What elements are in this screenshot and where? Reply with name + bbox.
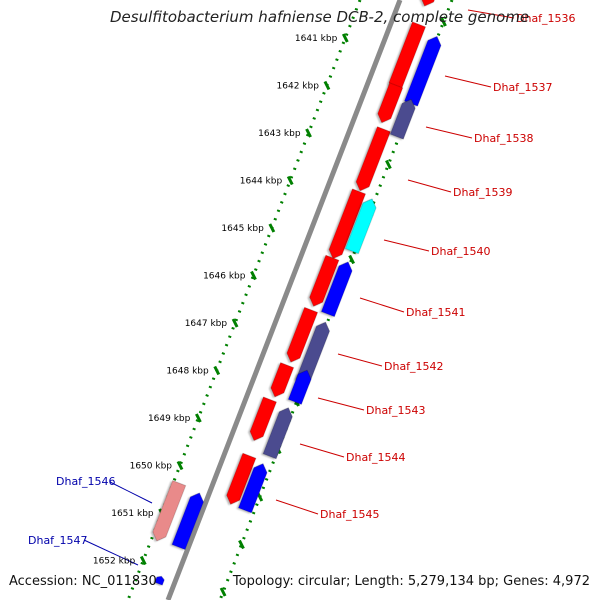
tick-mark bbox=[305, 128, 312, 138]
genome-backbone bbox=[165, 0, 403, 600]
gene-labels: Dhaf_1536 Dhaf_1537 Dhaf_1538 Dhaf_1539 Dhaf… bbox=[28, 12, 576, 547]
tick-mark bbox=[176, 460, 184, 471]
tick-label: 1652 kbp bbox=[93, 557, 136, 567]
gene-label[interactable]: Dhaf_1540 bbox=[431, 245, 491, 258]
label-leader bbox=[467, 9, 515, 19]
forward-cds-arrow[interactable] bbox=[354, 126, 391, 194]
feature-track bbox=[150, 0, 443, 586]
label-leader bbox=[109, 481, 153, 504]
tick-label: 1646 kbp bbox=[203, 272, 246, 282]
tick-mark bbox=[268, 223, 276, 233]
tick-mark bbox=[213, 365, 221, 376]
reverse-cds-arrow[interactable] bbox=[389, 97, 417, 140]
reverse-cds-arrow[interactable] bbox=[320, 259, 354, 318]
tick-label: 1641 kbp bbox=[295, 34, 338, 44]
gene-label[interactable]: Dhaf_1539 bbox=[453, 186, 513, 199]
accession-text: Accession: NC_011830 bbox=[9, 574, 157, 589]
tick-mark bbox=[238, 539, 245, 550]
label-leader bbox=[337, 353, 383, 367]
tick-mark bbox=[195, 413, 202, 423]
tick-mark bbox=[250, 270, 257, 281]
tick-label: 1647 kbp bbox=[185, 319, 228, 329]
tick-mark bbox=[385, 159, 392, 170]
tick-label: 1650 kbp bbox=[130, 462, 173, 472]
gene-label[interactable]: Dhaf_1543 bbox=[366, 404, 426, 417]
gene-label[interactable]: Dhaf_1541 bbox=[406, 306, 466, 319]
gene-label[interactable]: Dhaf_1544 bbox=[346, 451, 406, 464]
tick-mark bbox=[231, 318, 239, 328]
label-leader bbox=[425, 126, 473, 139]
label-leader bbox=[83, 539, 139, 566]
label-leader bbox=[275, 499, 319, 515]
gene-label[interactable]: Dhaf_1545 bbox=[320, 508, 380, 521]
page-title: Desulfitobacterium hafniense DCB-2, comp… bbox=[110, 8, 530, 26]
label-leader bbox=[359, 297, 405, 313]
tick-mark bbox=[323, 80, 331, 91]
tick-label: 1649 kbp bbox=[148, 414, 191, 424]
tick-mark bbox=[440, 17, 447, 27]
reverse-cds-arrow[interactable] bbox=[238, 461, 269, 514]
tick-label: 1648 kbp bbox=[166, 367, 209, 377]
reverse-cds-arrow[interactable] bbox=[287, 368, 313, 405]
tick-mark bbox=[139, 555, 147, 566]
topology-text: Topology: circular; Length: 5,279,134 bp… bbox=[232, 574, 590, 589]
gene-label[interactable]: Dhaf_1538 bbox=[474, 132, 534, 145]
gene-label[interactable]: Dhaf_1542 bbox=[384, 360, 444, 373]
tick-labels: 1641 kbp 1642 kbp 1643 kbp 1644 kbp 1645 kbp… bbox=[93, 34, 338, 567]
label-leaders bbox=[83, 9, 515, 566]
label-leader bbox=[383, 239, 430, 252]
forward-cds-arrow[interactable] bbox=[307, 254, 340, 309]
tick-label: 1642 kbp bbox=[277, 82, 320, 92]
tick-label: 1645 kbp bbox=[221, 224, 264, 234]
label-leader bbox=[444, 75, 492, 88]
tick-mark bbox=[219, 587, 227, 597]
forward-cds-arrow[interactable] bbox=[326, 188, 366, 261]
forward-cds-arrow[interactable] bbox=[248, 396, 277, 443]
left-cds-arrow[interactable] bbox=[171, 490, 206, 550]
label-leader bbox=[299, 443, 345, 458]
forward-cds-arrow[interactable] bbox=[418, 0, 443, 9]
tick-mark bbox=[341, 33, 349, 43]
left-cds-arrow[interactable] bbox=[150, 480, 187, 544]
left-cds-arrow[interactable] bbox=[154, 575, 165, 586]
reverse-cds-arrow[interactable] bbox=[344, 196, 378, 255]
gene-label[interactable]: Dhaf_1537 bbox=[493, 81, 553, 94]
reverse-cds-arrow[interactable] bbox=[262, 405, 295, 460]
tick-label: 1644 kbp bbox=[240, 177, 283, 187]
gene-label[interactable]: Dhaf_1547 bbox=[28, 534, 88, 547]
label-leader bbox=[317, 397, 365, 411]
label-leader bbox=[407, 179, 452, 193]
forward-cds-arrow[interactable] bbox=[284, 306, 319, 364]
gene-label[interactable]: Dhaf_1536 bbox=[516, 12, 576, 25]
tick-label: 1651 kbp bbox=[111, 509, 154, 519]
forward-cds-arrow[interactable] bbox=[224, 452, 257, 507]
tick-mark bbox=[286, 175, 294, 186]
forward-cds-arrow[interactable] bbox=[268, 362, 295, 400]
tick-label: 1643 kbp bbox=[258, 129, 301, 139]
tick-mark bbox=[348, 254, 356, 265]
gene-label[interactable]: Dhaf_1546 bbox=[56, 475, 116, 488]
forward-cds-arrow[interactable] bbox=[375, 82, 404, 125]
